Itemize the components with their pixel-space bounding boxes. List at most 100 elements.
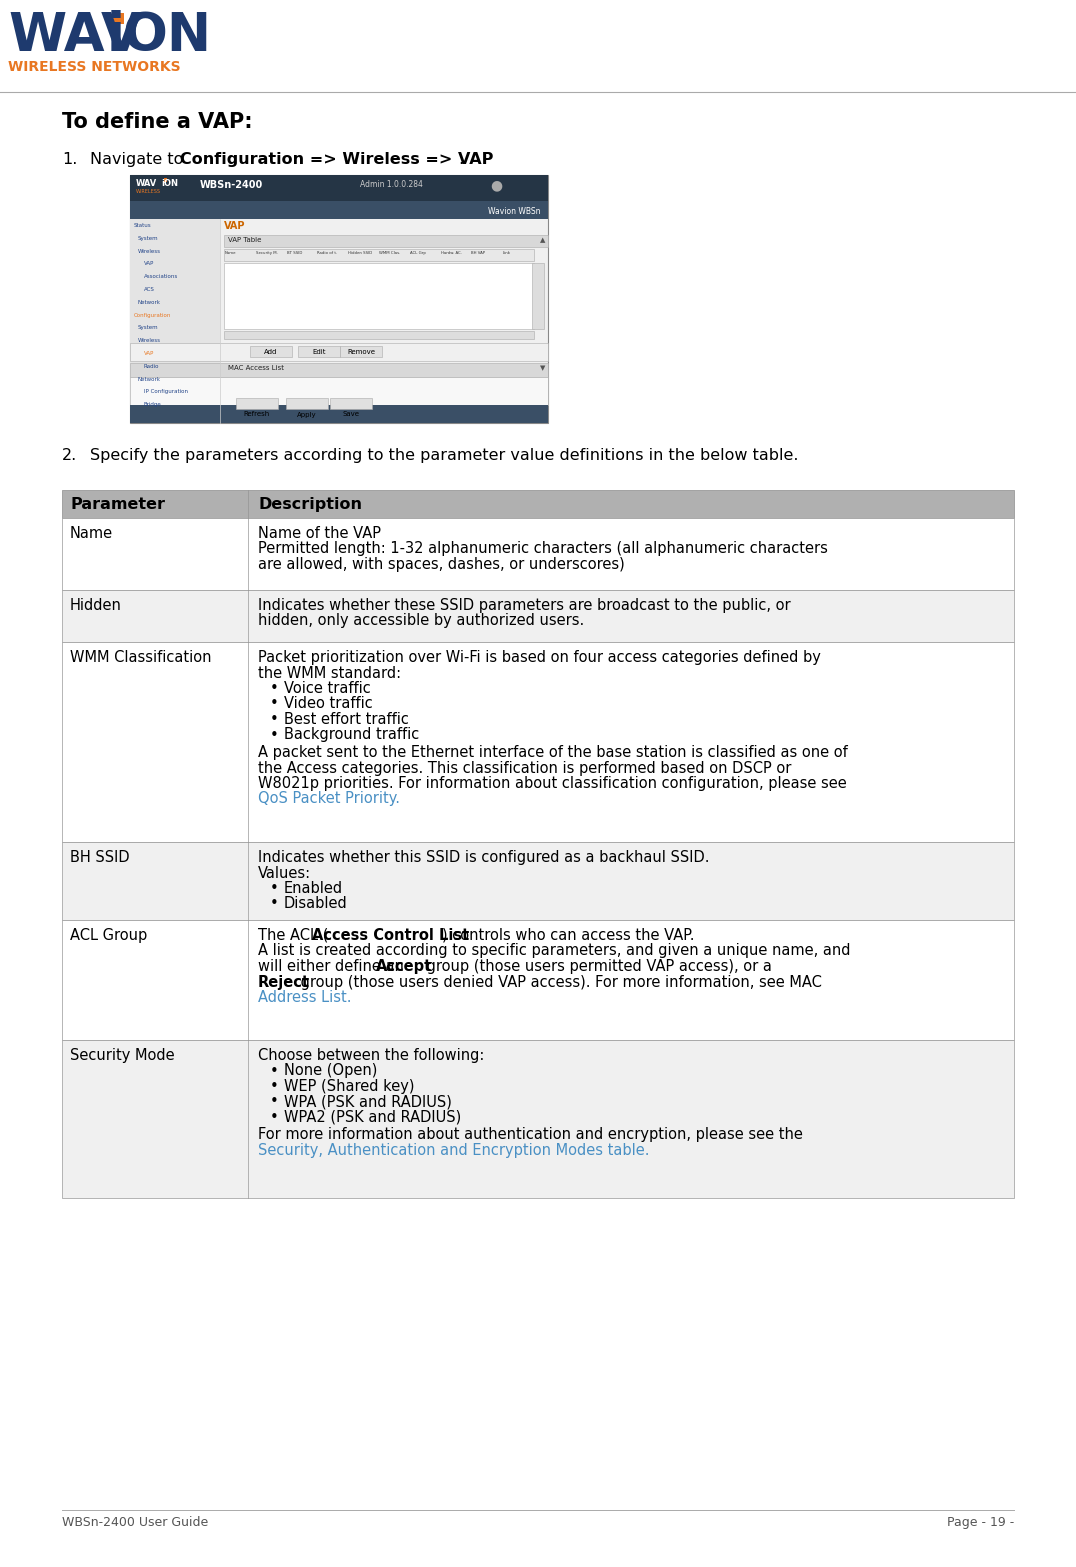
Bar [130,176,548,201]
Text: WAV: WAV [8,9,142,63]
Text: WMM Classification: WMM Classification [70,650,212,664]
Text: MAC Access List: MAC Access List [228,365,284,371]
Bar [62,920,1014,1040]
Text: 2.: 2. [62,448,77,462]
Bar [62,591,1014,642]
Text: Hardw. AC.: Hardw. AC. [440,251,462,255]
Bar [236,398,278,409]
Text: A list is created according to specific parameters, and given a unique name, and: A list is created according to specific … [258,943,850,959]
Text: Description: Description [258,497,362,512]
Text: ●: ● [490,179,502,193]
Text: •: • [270,1094,279,1109]
Text: the WMM standard:: the WMM standard: [258,666,401,680]
Bar [532,263,544,329]
Bar [62,519,1014,591]
Text: Security M.: Security M. [256,251,278,255]
Text: •: • [270,711,279,727]
Bar [164,179,167,182]
Text: Refresh: Refresh [244,412,270,417]
Text: None (Open): None (Open) [284,1064,378,1078]
Text: IP Configuration: IP Configuration [144,390,188,395]
Text: WAV: WAV [136,179,157,188]
Text: Apply: Apply [297,412,316,417]
Bar [130,364,548,378]
Text: group (those users permitted VAP access), or a: group (those users permitted VAP access)… [422,959,771,975]
Text: Packet prioritization over Wi-Fi is based on four access categories defined by: Packet prioritization over Wi-Fi is base… [258,650,821,664]
Text: The ACL (: The ACL ( [258,928,328,943]
Text: Voice traffic: Voice traffic [284,682,371,696]
Text: Hidden SSID: Hidden SSID [349,251,372,255]
Bar [62,490,1014,519]
Bar [62,642,1014,841]
Bar [250,346,292,357]
Text: ACS: ACS [144,287,155,291]
Text: •: • [270,896,279,912]
Bar [340,346,382,357]
Text: Values:: Values: [258,865,311,881]
Bar [224,235,548,248]
Text: W8021p priorities. For information about classification configuration, please se: W8021p priorities. For information about… [258,776,847,791]
Text: •: • [270,1080,279,1094]
Text: •: • [270,682,279,696]
Text: WIRELESS NETWORKS: WIRELESS NETWORKS [8,60,181,74]
Text: hidden, only accessible by authorized users.: hidden, only accessible by authorized us… [258,614,584,628]
Text: Accept: Accept [376,959,433,975]
Text: Disabled: Disabled [284,896,348,912]
Text: Name of the VAP: Name of the VAP [258,527,381,541]
Bar [62,841,1014,920]
Text: ACL Group: ACL Group [70,928,147,943]
Bar [130,201,548,219]
Bar [130,404,548,423]
Text: Status: Status [134,223,152,229]
Text: Network: Network [138,376,161,382]
Text: QoS Packet Priority.: QoS Packet Priority. [258,791,400,807]
Text: VAP Table: VAP Table [228,237,261,243]
Bar [62,1040,1014,1199]
Text: ▼: ▼ [540,365,546,371]
Text: Wavion WBSn: Wavion WBSn [487,207,540,216]
Text: WIRELESS: WIRELESS [136,190,161,194]
Text: Radio of t.: Radio of t. [317,251,338,255]
Text: Wireless: Wireless [138,338,161,343]
Text: A packet sent to the Ethernet interface of the base station is classified as one: A packet sent to the Ethernet interface … [258,744,848,760]
Text: the Access categories. This classification is performed based on DSCP or: the Access categories. This classificati… [258,760,791,776]
Text: Network: Network [138,299,161,306]
Text: For more information about authentication and encryption, please see the: For more information about authenticatio… [258,1128,803,1142]
Text: ) controls who can access the VAP.: ) controls who can access the VAP. [442,928,694,943]
Text: Specify the parameters according to the parameter value definitions in the below: Specify the parameters according to the … [90,448,798,462]
Text: Radio: Radio [144,364,159,368]
Text: BH SSID: BH SSID [70,849,129,865]
Text: BH VAP: BH VAP [471,251,485,255]
Text: •: • [270,727,279,743]
Text: •: • [270,696,279,711]
Text: ACL Grp: ACL Grp [410,251,426,255]
Bar [130,378,548,404]
Text: VAP: VAP [224,221,245,230]
Text: Bridge: Bridge [144,403,161,407]
Text: Name: Name [225,251,237,255]
Text: Permitted length: 1-32 alphanumeric characters (all alphanumeric characters: Permitted length: 1-32 alphanumeric char… [258,542,827,556]
Text: VAP: VAP [144,351,154,356]
Text: Page - 19 -: Page - 19 - [947,1515,1014,1529]
Text: .: . [458,152,463,168]
Text: WPA (PSK and RADIUS): WPA (PSK and RADIUS) [284,1094,452,1109]
Text: Admin 1.0.0.284: Admin 1.0.0.284 [360,180,423,190]
Text: Video traffic: Video traffic [284,696,372,711]
Bar [224,249,534,262]
Text: Edit: Edit [312,348,326,354]
Text: ON: ON [122,9,211,63]
Bar [130,176,548,423]
Text: Remove: Remove [346,348,376,354]
Text: Configuration => Wireless => VAP: Configuration => Wireless => VAP [180,152,494,168]
Text: Access Control List: Access Control List [312,928,469,943]
Bar [330,398,372,409]
Text: Background traffic: Background traffic [284,727,420,743]
Text: Associations: Associations [144,274,179,279]
Text: Add: Add [265,348,278,354]
Text: Name: Name [70,527,113,541]
Text: WMM Clas.: WMM Clas. [379,251,400,255]
Text: group (those users denied VAP access). For more information, see MAC: group (those users denied VAP access). F… [296,975,822,989]
Text: 1.: 1. [62,152,77,168]
Text: WBSn-2400: WBSn-2400 [200,180,264,190]
Text: Link: Link [502,251,510,255]
